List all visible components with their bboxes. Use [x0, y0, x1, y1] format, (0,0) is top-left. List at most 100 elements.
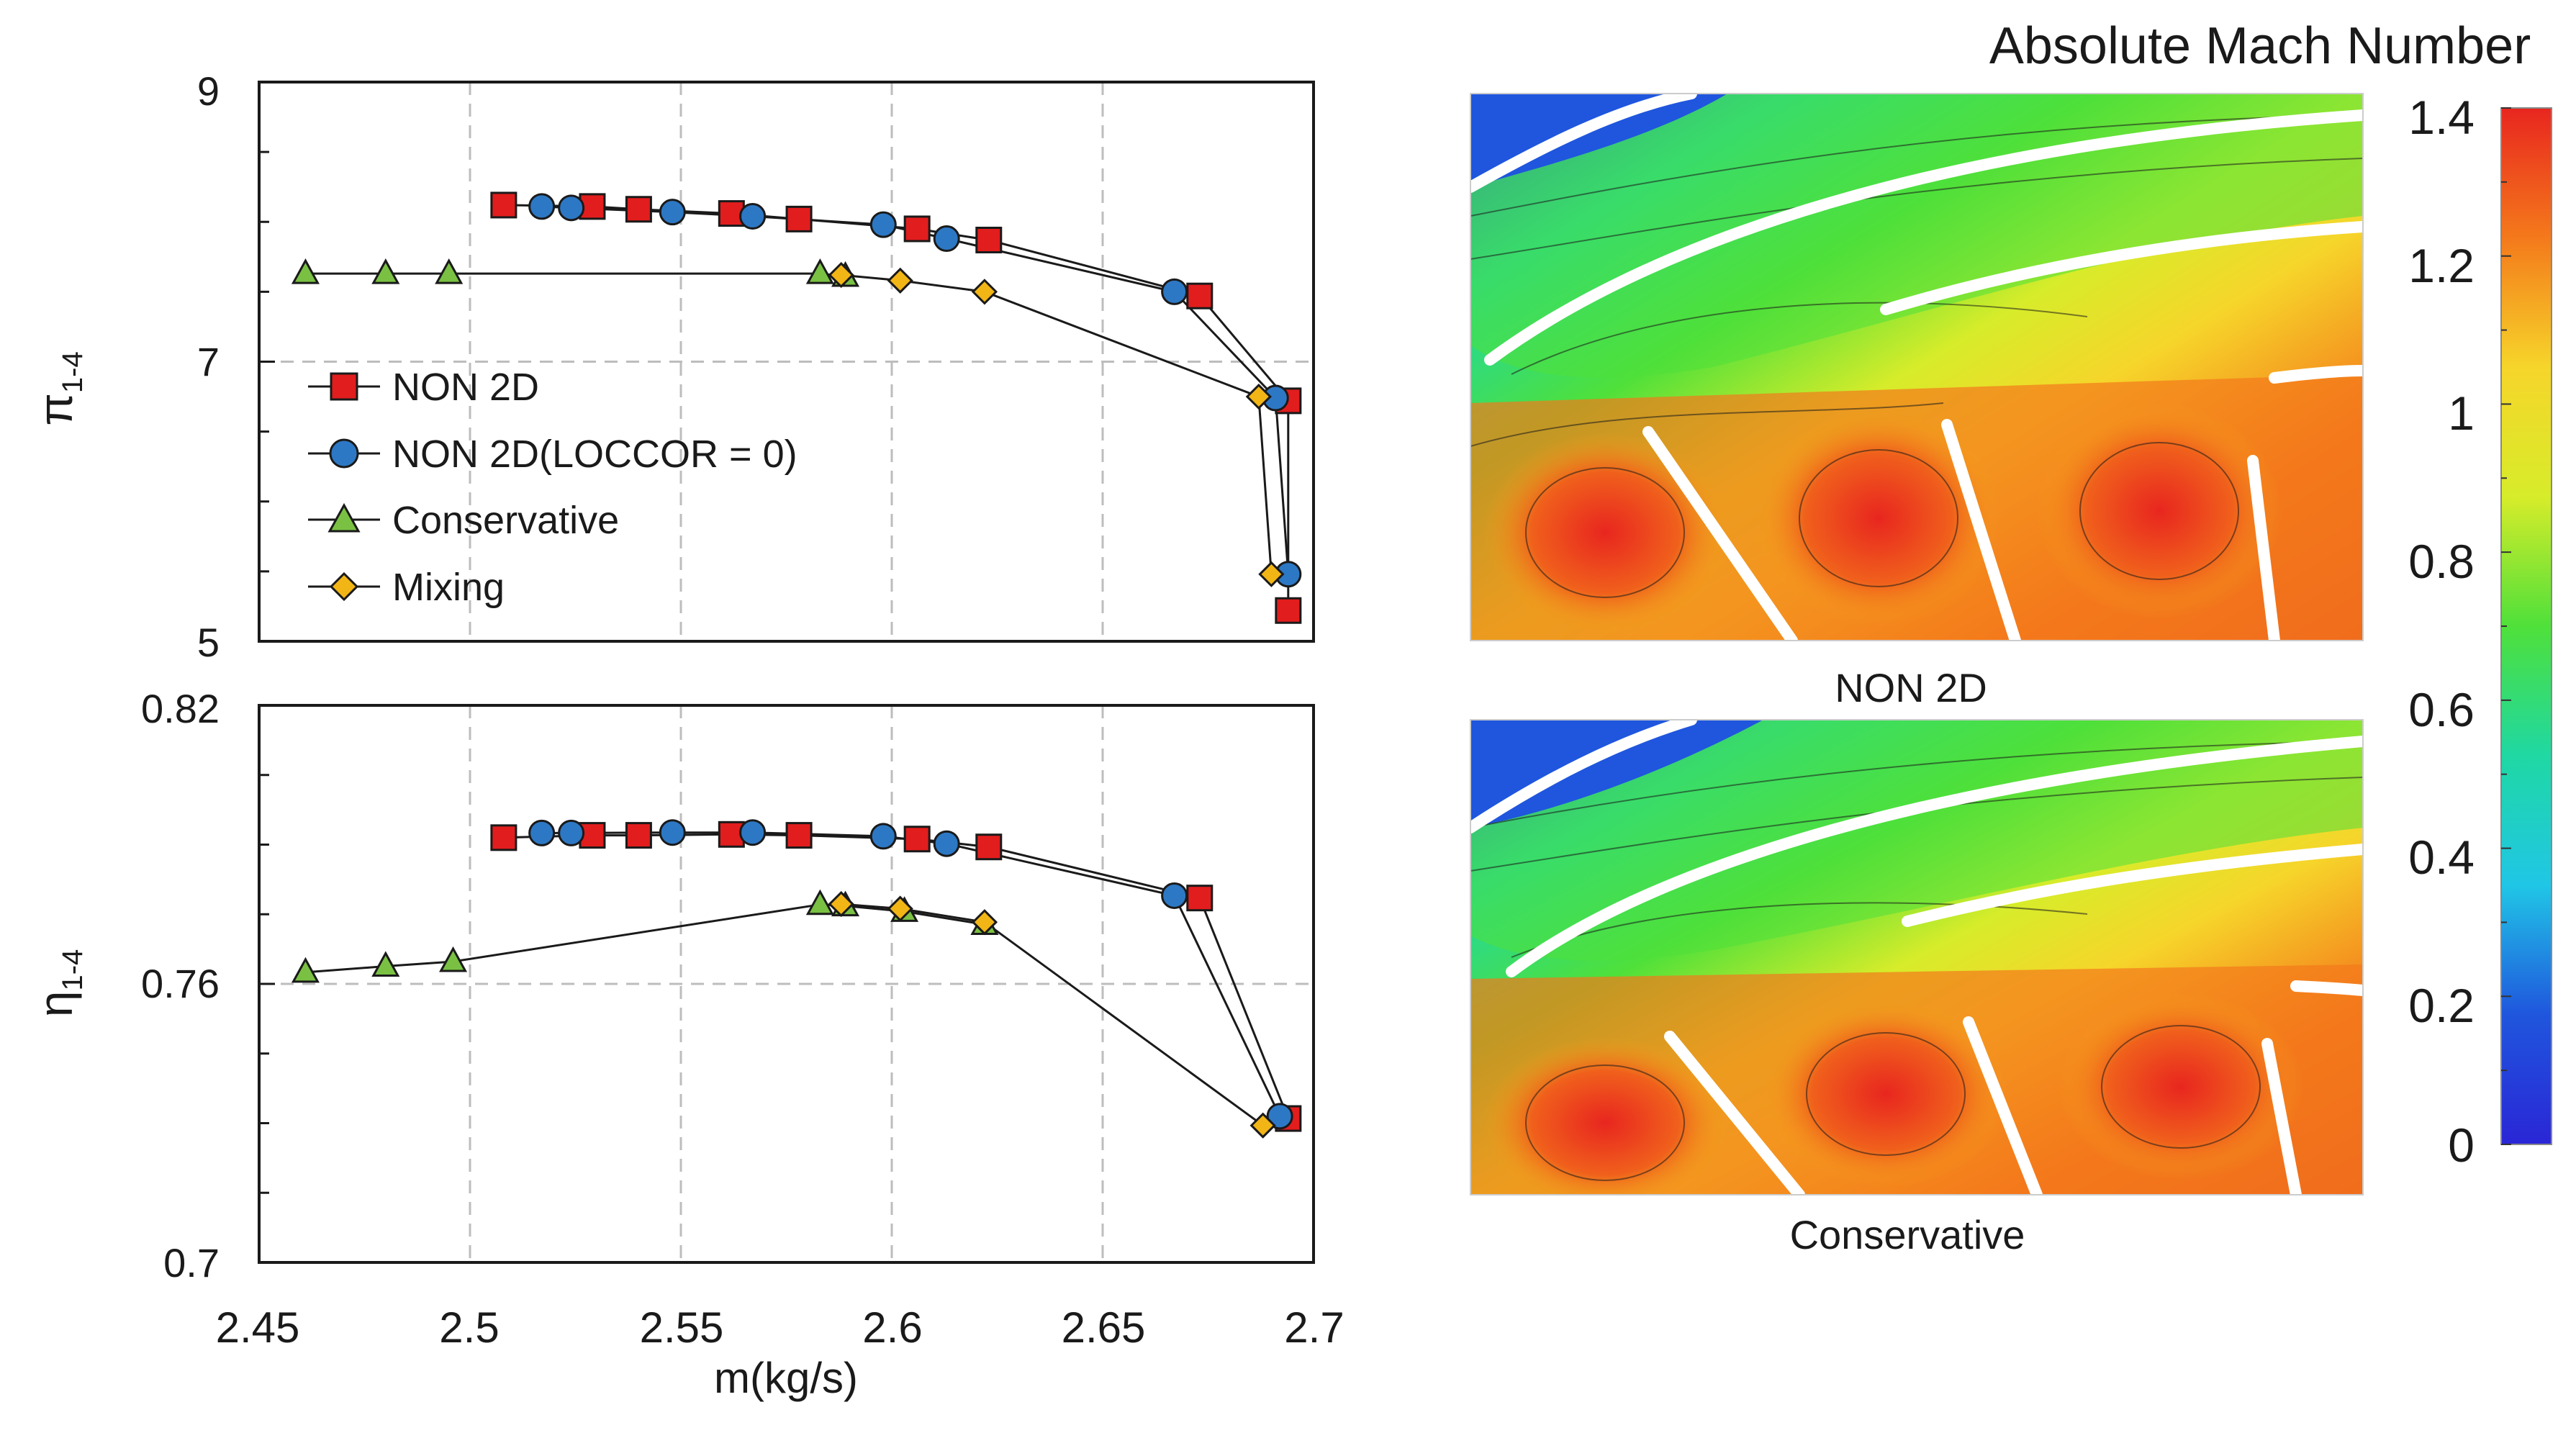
efficiency-markers: [291, 819, 1302, 1139]
y-tick-bottom-07: 0.7: [163, 1240, 220, 1285]
efficiency-point-circle: [558, 819, 585, 846]
efficiency-line-diamond: [841, 903, 1264, 1126]
x-tick-27: 2.7: [1284, 1303, 1344, 1352]
efficiency-point-circle: [528, 819, 556, 846]
pressure-ratio-line-circle: [541, 205, 1290, 574]
legend-item-mixing: Mixing: [308, 566, 505, 609]
pressure-ratio-point-triangle: [805, 258, 834, 284]
colorbar-labels: 1.4 1.2 1 0.8 0.6 0.4 0.2 0: [2408, 91, 2475, 1172]
efficiency-point-diamond: [828, 890, 854, 918]
x-tick-25: 2.5: [439, 1303, 499, 1352]
efficiency-point-circle: [739, 819, 767, 846]
legend: NON 2D NON 2D(LOCCOR = 0) Conservative M…: [308, 366, 797, 609]
efficiency-chart: 0.82 0.76 0.7 η1-4 2.45 2.5 2.55 2.6 2.6…: [29, 686, 1345, 1402]
pressure-ratio-point-square: [1275, 597, 1302, 624]
legend-label-conservative: Conservative: [392, 499, 619, 542]
efficiency-point-square: [625, 822, 652, 849]
svg-text:η1-4: η1-4: [29, 949, 89, 1018]
y-tick-bottom-082: 0.82: [141, 686, 220, 731]
efficiency-point-square: [490, 824, 518, 851]
legend-item-loccor: NON 2D(LOCCOR = 0): [308, 433, 797, 476]
pressure-ratio-point-diamond: [828, 261, 854, 289]
y-tick-top-5: 5: [197, 620, 220, 665]
efficiency-point-triangle: [439, 946, 468, 972]
colorbar-title: Absolute Mach Number: [1989, 17, 2531, 75]
efficiency-minor-ticks: [259, 774, 275, 1194]
caption-conservative: Conservative: [1790, 1212, 2025, 1257]
x-tick-26: 2.6: [862, 1303, 922, 1352]
efficiency-point-circle: [1161, 882, 1188, 909]
efficiency-series-lines: [305, 831, 1290, 1126]
efficiency-point-diamond: [1249, 1112, 1276, 1139]
pressure-ratio-point-circle: [933, 225, 960, 253]
pressure-ratio-point-diamond: [1245, 383, 1272, 410]
efficiency-point-circle: [933, 830, 960, 857]
colorbar-label-0-2: 0.2: [2408, 979, 2475, 1032]
pressure-ratio-point-diamond: [887, 267, 913, 294]
colorbar-tick-marks: [2501, 107, 2511, 1145]
colorbar-label-0-4: 0.4: [2408, 831, 2475, 884]
pressure-ratio-point-circle: [659, 199, 686, 226]
legend-label-non2d: NON 2D: [392, 366, 539, 409]
x-tick-255: 2.55: [640, 1303, 724, 1352]
efficiency-point-circle: [1266, 1103, 1293, 1130]
contour-frame-non2d: [1470, 93, 2364, 641]
efficiency-point-square: [1186, 885, 1214, 912]
legend-label-loccor: NON 2D(LOCCOR = 0): [392, 433, 797, 476]
pressure-ratio-point-square: [625, 196, 652, 223]
colorbar-label-0-8: 0.8: [2408, 535, 2475, 588]
pressure-ratio-subscript: 1-4: [57, 351, 89, 393]
pressure-ratio-symbol: π: [29, 393, 82, 426]
caption-non2d: NON 2D: [1835, 665, 1987, 710]
y-tick-top-7: 7: [197, 339, 220, 384]
pressure-ratio-chart: 9 7 5 π1-4 NON 2D NON 2D(LOCCOR = 0) Con…: [29, 68, 1315, 665]
pressure-ratio-point-triangle: [291, 258, 320, 284]
efficiency-line-triangle: [305, 903, 985, 974]
pressure-ratio-point-square: [1186, 282, 1214, 309]
x-axis-label: m(kg/s): [714, 1354, 858, 1402]
efficiency-point-circle: [869, 823, 897, 850]
colorbar-label-1: 1: [2448, 387, 2475, 440]
efficiency-point-triangle: [371, 951, 400, 977]
colorbar: [2500, 107, 2552, 1145]
legend-triangle-marker: [327, 502, 361, 533]
efficiency-line-circle: [541, 831, 1281, 1117]
pressure-ratio-point-square: [785, 205, 813, 232]
legend-square-marker: [330, 372, 358, 401]
pressure-ratio-markers: [291, 191, 1302, 624]
colorbar-label-1-2: 1.2: [2408, 239, 2475, 292]
efficiency-point-triangle: [805, 889, 834, 916]
colorbar-label-1-4: 1.4: [2408, 91, 2475, 144]
pressure-ratio-grid: [259, 82, 1314, 641]
efficiency-grid: [259, 705, 1314, 1262]
contour-panel-non2d: [1470, 94, 2363, 641]
pressure-ratio-line-square: [503, 204, 1290, 611]
legend-label-mixing: Mixing: [392, 566, 505, 609]
legend-circle-marker: [329, 438, 359, 469]
efficiency-point-triangle: [291, 957, 320, 983]
pressure-ratio-line-diamond: [841, 274, 1273, 574]
efficiency-point-square: [903, 826, 931, 853]
colorbar-label-0: 0: [2448, 1118, 2475, 1172]
y-tick-top-9: 9: [197, 68, 220, 114]
pressure-ratio-point-circle: [869, 211, 897, 238]
legend-diamond-marker: [329, 571, 359, 602]
efficiency-subscript: 1-4: [57, 949, 89, 991]
legend-item-non2d: NON 2D: [308, 366, 539, 409]
contour-panel-conservative: [1470, 720, 2363, 1195]
pressure-ratio-point-triangle: [371, 258, 400, 284]
y-tick-bottom-076: 0.76: [141, 961, 220, 1006]
pressure-ratio-point-triangle: [435, 258, 464, 284]
legend-item-conservative: Conservative: [308, 499, 619, 542]
colorbar-label-0-6: 0.6: [2408, 683, 2475, 736]
pressure-ratio-point-diamond: [1258, 561, 1285, 587]
pressure-ratio-point-circle: [558, 194, 585, 222]
svg-text:π1-4: π1-4: [29, 351, 89, 425]
efficiency-point-diamond: [887, 895, 913, 922]
efficiency-point-circle: [659, 819, 686, 846]
efficiency-point-square: [785, 822, 813, 849]
pressure-ratio-y-axis-label: π1-4: [29, 351, 89, 425]
efficiency-symbol: η: [29, 991, 82, 1018]
efficiency-point-diamond: [971, 909, 998, 936]
